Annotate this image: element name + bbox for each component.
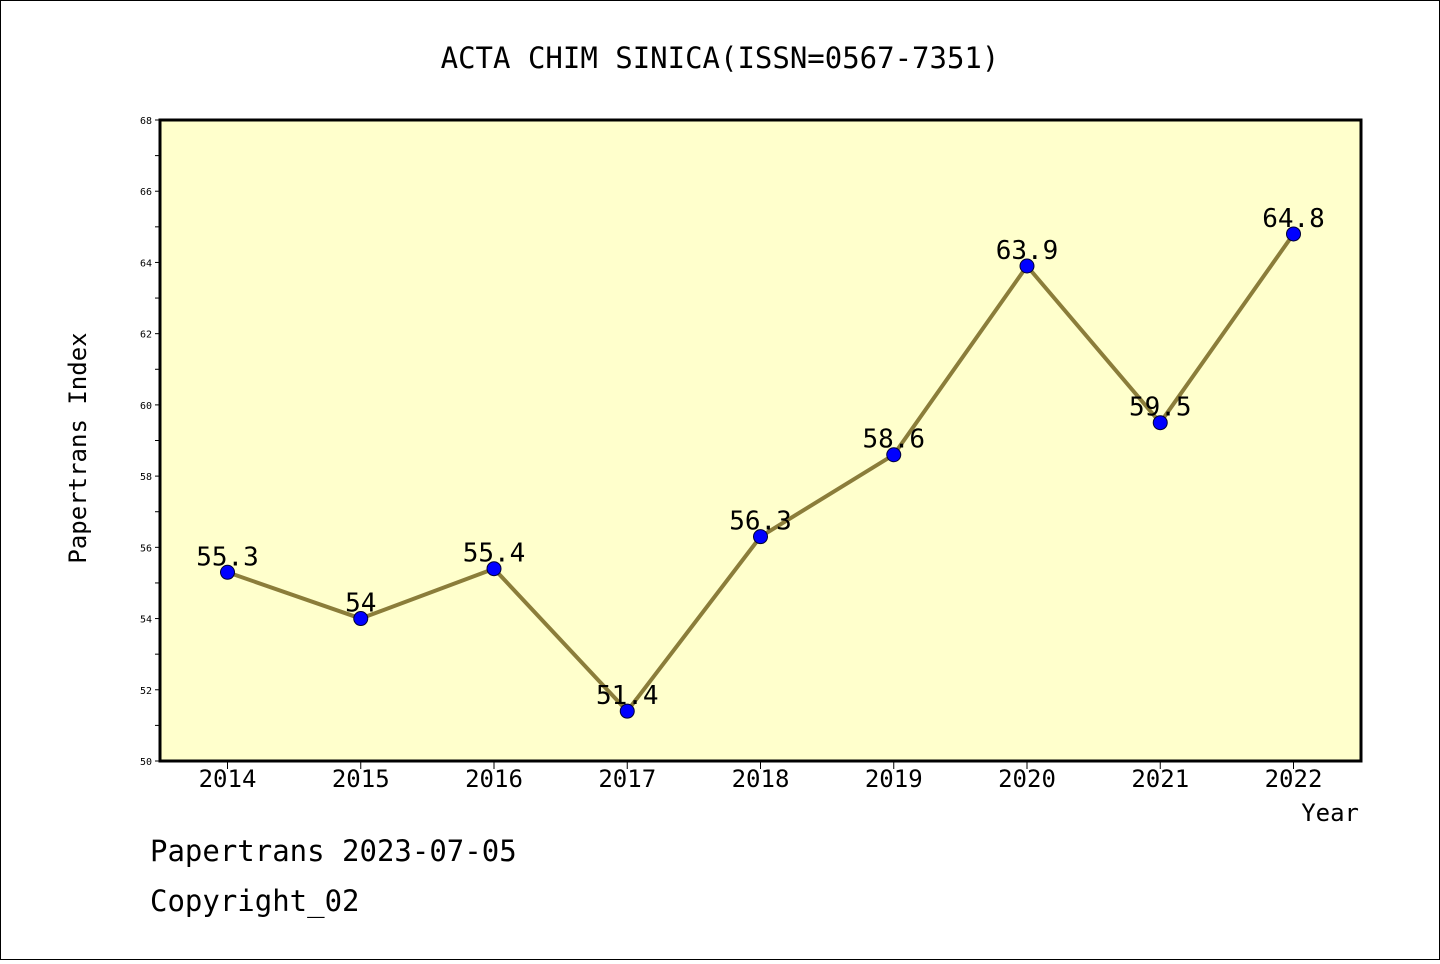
data-label: 56.3 [729,507,792,537]
y-tick-label: 62 [140,330,152,341]
data-point [886,447,902,463]
x-tick-label: 2015 [332,765,390,793]
y-tick-label: 50 [140,757,152,768]
data-label: 59.5 [1129,393,1192,423]
x-axis-label: Year [1301,799,1359,827]
data-point [619,703,635,719]
data-point [220,564,235,580]
y-tick-label: 52 [140,686,152,697]
data-label: 63.9 [996,236,1059,266]
data-label: 54 [345,589,376,619]
x-tick-label: 2020 [998,765,1056,793]
y-tick-label: 66 [140,187,152,198]
y-tick-label: 54 [140,615,152,626]
plot-border [158,118,1363,763]
data-point [353,611,369,627]
x-tick-label: 2019 [865,765,923,793]
x-tick-label: 2018 [732,765,790,793]
y-axis: 50 52 54 56 58 60 62 64 66 68 [140,116,160,768]
plot-area [160,120,1361,761]
y-tick-label: 68 [140,116,152,127]
data-label: 64.8 [1262,204,1325,234]
data-point [1019,258,1035,274]
footer-copyright: Copyright_02 [150,884,360,918]
y-tick-label: 58 [140,472,152,483]
data-point [1152,415,1168,431]
y-tick-label: 56 [140,543,152,554]
x-tick-label: 2021 [1131,765,1189,793]
data-point [486,561,502,577]
footer-date: Papertrans 2023-07-05 [150,834,517,868]
data-label: 55.3 [196,542,259,572]
y-tick-label: 64 [140,258,152,269]
x-tick-label: 2017 [598,765,656,793]
data-label: 58.6 [862,425,925,455]
data-point [753,529,768,545]
y-tick-label: 60 [140,401,152,412]
y-axis-label: Papertrans Index [64,332,92,563]
x-axis: 2014 2015 2016 2017 2018 2019 2020 2021 2022 [199,761,1323,793]
data-label: 55.4 [463,539,526,569]
x-tick-label: 2014 [199,765,257,793]
x-tick-label: 2022 [1265,765,1323,793]
data-label: 51.4 [596,681,659,711]
x-tick-label: 2016 [465,765,523,793]
data-point [1286,226,1301,242]
data-series: 55.3 54 55.4 51.4 56.3 58.6 63.9 59.5 64.8 [196,204,1325,719]
chart-title: ACTA CHIM SINICA(ISSN=0567-7351) [441,41,1000,75]
